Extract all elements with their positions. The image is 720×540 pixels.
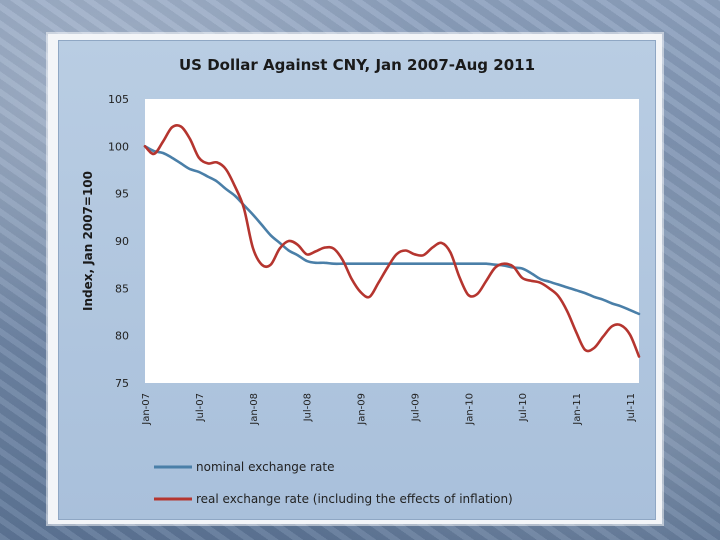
y-tick-label: 80 (115, 330, 129, 343)
x-tick-label: Jul-10 (518, 393, 529, 422)
y-tick-label: 90 (115, 235, 129, 248)
x-tick-label: Jan-07 (141, 393, 152, 426)
chart-area: US Dollar Against CNY, Jan 2007-Aug 2011… (58, 40, 656, 520)
nominal-series-line (143, 145, 641, 316)
x-axis-ticks: Jan-07 Jul-07 Jan-08 Jul-08 Jan-09 Jul-09 Jan-… (141, 393, 637, 426)
chart-legend: nominal exchange rate real exchange rate … (154, 460, 513, 506)
x-tick-label: Jan-10 (464, 393, 475, 426)
legend-label: nominal exchange rate (196, 460, 335, 474)
plot-area (145, 99, 639, 383)
y-axis-ticks: 75 80 85 90 95 100 105 (108, 93, 129, 390)
y-tick-label: 105 (108, 93, 129, 106)
exchange-rate-chart: US Dollar Against CNY, Jan 2007-Aug 2011… (81, 56, 641, 506)
y-tick-label: 95 (115, 188, 129, 201)
legend-label: real exchange rate (including the effect… (196, 492, 513, 506)
x-tick-label: Jul-08 (303, 393, 314, 422)
y-axis-label: Index, Jan 2007=100 (81, 171, 95, 311)
x-tick-label: Jul-11 (626, 393, 637, 422)
series-lines (143, 123, 641, 358)
x-tick-label: Jan-08 (249, 393, 260, 426)
real-series-line (143, 123, 641, 358)
y-tick-label: 85 (115, 282, 129, 295)
x-tick-label: Jul-09 (410, 393, 421, 422)
x-tick-label: Jan-11 (572, 393, 583, 426)
y-tick-label: 75 (115, 377, 129, 390)
y-tick-label: 100 (108, 140, 129, 153)
chart-title: US Dollar Against CNY, Jan 2007-Aug 2011 (179, 56, 535, 74)
x-tick-label: Jan-09 (357, 393, 368, 426)
x-tick-label: Jul-07 (195, 393, 206, 422)
